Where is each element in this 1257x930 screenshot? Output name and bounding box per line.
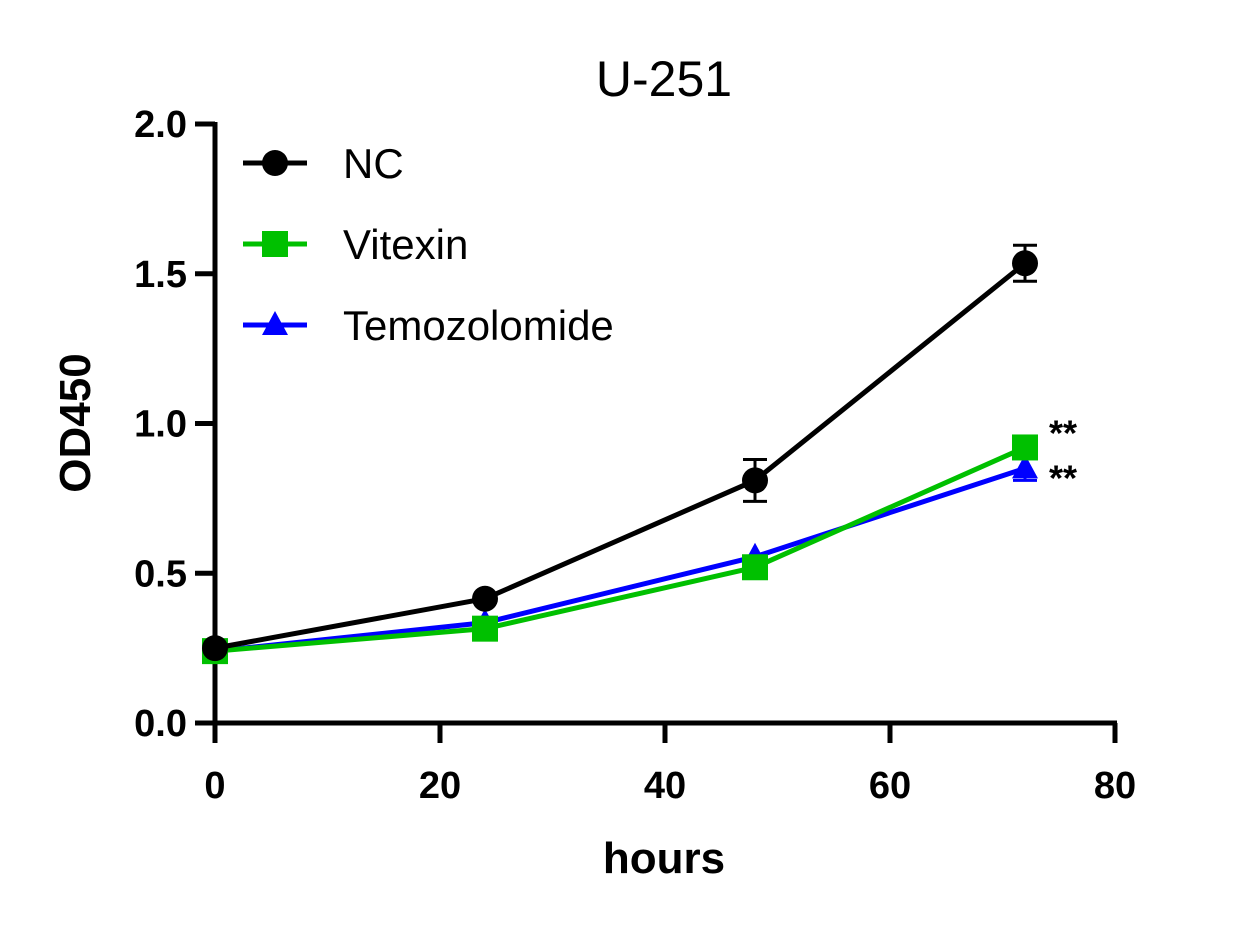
x-axis-title: hours [603, 834, 725, 883]
series-layer [202, 243, 1038, 665]
significance-label: ** [1049, 457, 1077, 498]
data-point-nc [742, 467, 768, 494]
legend-marker [262, 311, 288, 335]
y-tick-label: 2.0 [134, 104, 187, 146]
series-line-nc [214, 261, 1027, 651]
data-point-nc [202, 635, 228, 662]
legend-item-nc: NC [243, 140, 404, 187]
chart-title: U-251 [596, 51, 732, 107]
legend: NC Vitexin Temozolomide [243, 140, 614, 349]
x-tick-label: 40 [644, 765, 686, 807]
x-tick-label: 20 [419, 765, 461, 807]
data-point-nc [1012, 250, 1038, 277]
x-tick-label: 0 [204, 765, 225, 807]
data-point-vitexin [1012, 434, 1038, 461]
legend-label: NC [343, 140, 404, 187]
x-tick-label: 60 [869, 765, 911, 807]
legend-item-temozolomide: Temozolomide [243, 302, 614, 349]
series-nc [202, 243, 1038, 662]
data-point-temozolomide [1012, 454, 1038, 479]
data-point-vitexin [472, 615, 498, 642]
legend-item-vitexin: Vitexin [243, 221, 468, 268]
x-tick-label: 80 [1094, 765, 1136, 807]
y-tick-label: 1.0 [134, 404, 187, 446]
y-tick-label: 1.5 [134, 254, 187, 296]
significance-label: ** [1049, 412, 1077, 453]
legend-marker [262, 231, 288, 257]
series-line-vitexin [214, 445, 1027, 654]
axes: 0.0 0.5 1.0 1.5 2.0 0 20 40 60 80 [134, 104, 1136, 807]
data-point-vitexin [742, 554, 768, 581]
annotations: **** [1049, 412, 1077, 498]
legend-marker [262, 150, 288, 176]
series-line-temozolomide [214, 466, 1026, 654]
y-tick-label: 0.5 [134, 553, 187, 595]
y-tick-label: 0.0 [134, 703, 187, 745]
legend-label: Vitexin [343, 221, 468, 268]
data-point-nc [472, 585, 498, 612]
series-temozolomide [202, 454, 1038, 662]
legend-label: Temozolomide [343, 302, 614, 349]
y-axis-title: OD450 [51, 353, 100, 492]
